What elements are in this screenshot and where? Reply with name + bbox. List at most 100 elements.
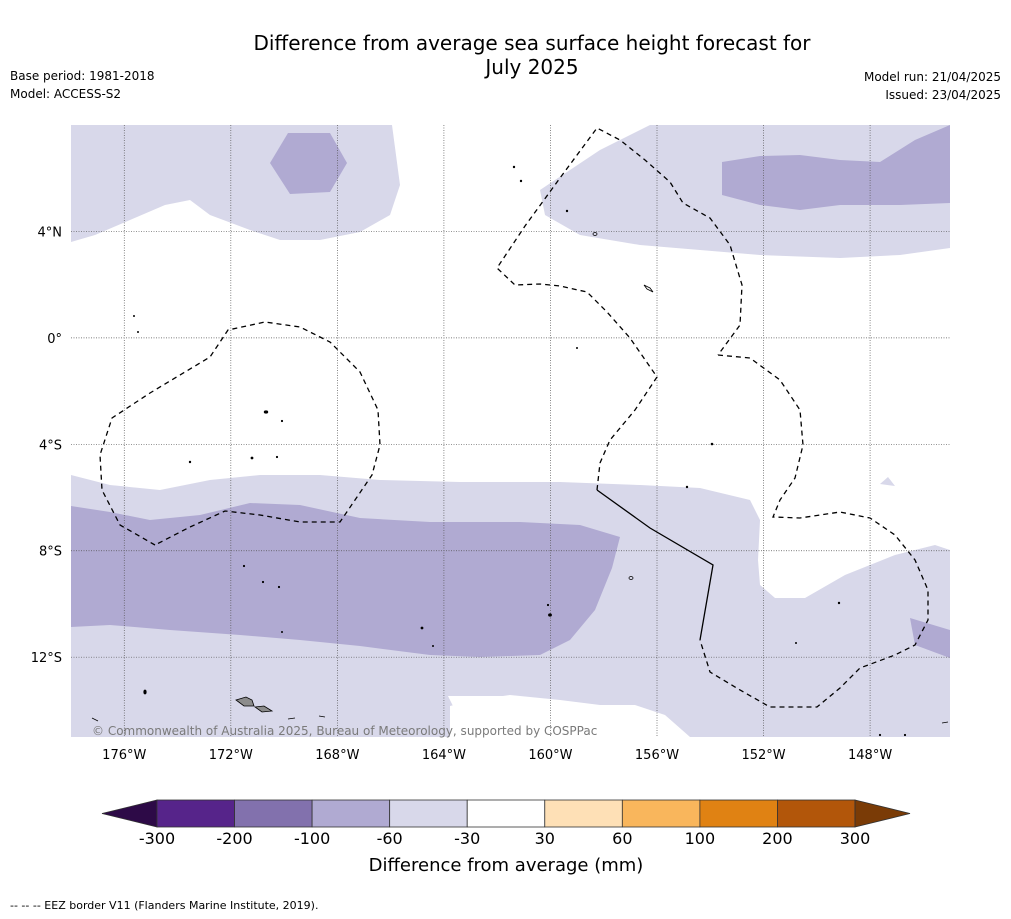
island [519,179,523,183]
map-title-line: Difference from average sea surface heig… [253,31,811,55]
island [548,613,552,617]
anomaly-region-south-gap [448,696,503,726]
issued-text: Issued: 23/04/2025 [885,88,1001,102]
island [277,585,281,589]
island [318,715,326,718]
colorbar-tick-labels: -300 -200 -100 -60 -30 30 60 100 200 300 [139,829,870,848]
latitude-tick-label: 0° [47,332,62,347]
island [287,717,296,720]
eez-border-central [496,127,743,491]
island [431,645,434,648]
colorbar-bin [466,799,546,828]
island [280,419,284,423]
island [250,456,254,460]
sea-height-map: 176°W 172°W 168°W 164°W 160°W 156°W 152°W 148°W… [31,125,950,763]
anomaly-region-small-patch [880,477,895,486]
eez-border-solid [596,489,714,641]
island [903,733,907,737]
island [592,232,598,236]
anomaly-region-north-west [71,125,400,242]
island [628,576,634,580]
island [837,601,841,605]
map-title: Difference from average sea surface heig… [0,31,1011,79]
island [878,733,882,737]
island [280,631,283,634]
colorbar-tick-label: -30 [454,829,480,848]
longitude-tick-label: 168°W [315,748,359,763]
colorbar-tick-label: -300 [139,829,175,848]
anomaly-region-core-north-west [270,133,347,194]
colorbar-tick-label: 300 [840,829,871,848]
latitude-tick-label: 4°S [39,438,62,453]
island-samoa [253,705,274,713]
island [512,165,516,169]
island [242,564,246,568]
map-title-line: July 2025 [485,55,579,79]
island [565,209,569,213]
longitude-tick-label: 172°W [209,748,253,763]
island [795,642,798,645]
longitude-tick-label: 164°W [422,748,466,763]
meta-right: Model run: 21/04/2025 Issued: 23/04/2025 [864,68,1001,104]
colorbar-tick-label: 60 [612,829,632,848]
island [275,455,279,459]
island [546,603,550,607]
colorbar-bin [699,799,778,828]
colorbar-tick-label: -100 [294,829,330,848]
island [261,580,265,584]
latitude-tick-label: 12°S [31,651,62,666]
longitude-tick-label: 160°W [528,748,572,763]
island [91,717,99,722]
colorbar-tick-label: 100 [685,829,716,848]
longitude-tick-label: 176°W [102,748,146,763]
island [710,442,714,446]
island [136,330,139,333]
latitude-tick-label: 8°S [39,545,62,560]
colorbar-bin [311,799,391,828]
island [188,460,192,464]
colorbar-bin [621,799,701,828]
meta-left: Base period: 1981-2018 Model: ACCESS-S2 [10,67,155,103]
colorbar-tick-label: 200 [762,829,793,848]
eez-border-east [699,354,929,708]
colorbar-bin [234,799,313,828]
colorbar-bin [389,799,468,828]
model-run-text: Model run: 21/04/2025 [863,70,1001,84]
anomaly-field [71,125,950,737]
eez-footnote: -- -- -- EEZ border V11 (Flanders Marine… [10,899,319,912]
colorbar-bin [777,799,856,828]
latitude-tick-label: 4°N [38,225,63,240]
anomaly-region-core-north-east [722,125,950,210]
colorbar-extend-max [854,799,911,828]
colorbar-tick-label: -200 [216,829,252,848]
eez-borders [99,127,929,708]
axis-tick-labels: 176°W 172°W 168°W 164°W 160°W 156°W 152°W 148°W… [31,225,893,763]
colorbar-bin [156,799,235,828]
colorbar-bins [101,799,911,828]
longitude-tick-label: 152°W [741,748,785,763]
island [263,410,269,414]
island-samoa [235,696,255,707]
graticule [71,125,950,737]
colorbar-extend-min [101,799,158,828]
island [576,346,579,349]
anomaly-region-core-south [71,503,620,657]
eez-border-west [99,321,381,546]
colorbar-tick-label: 30 [535,829,555,848]
colorbar-bin [544,799,623,828]
base-period-text: Base period: 1981-2018 [10,69,155,83]
island [685,485,689,489]
longitude-tick-label: 156°W [635,748,679,763]
island [643,284,654,293]
colorbar-title: Difference from average (mm) [369,855,644,876]
model-text: Model: ACCESS-S2 [10,87,122,101]
island [143,689,147,695]
islands [91,165,949,737]
island [420,626,424,630]
anomaly-region-core-east-edge [910,618,950,658]
island [132,314,135,317]
copyright-text: © Commonwealth of Australia 2025, Bureau… [92,724,598,738]
island [941,721,949,724]
colorbar-tick-label: -60 [377,829,403,848]
longitude-tick-label: 148°W [848,748,892,763]
